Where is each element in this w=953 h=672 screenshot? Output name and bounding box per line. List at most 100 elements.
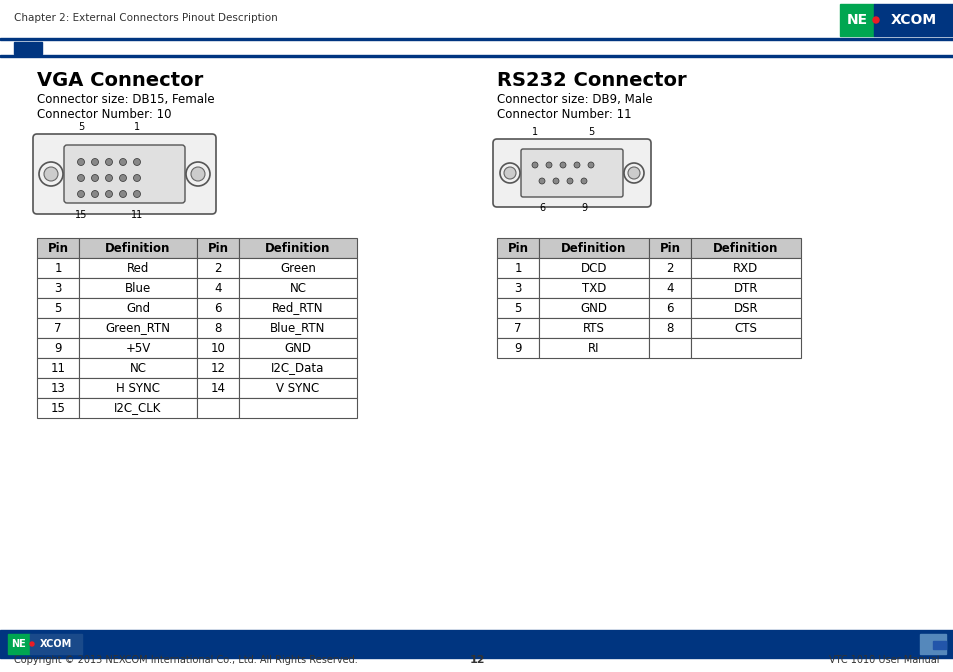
Circle shape (503, 167, 516, 179)
Bar (538, 238, 648, 258)
Text: GND: GND (284, 341, 312, 355)
Bar (79, 318, 196, 338)
Bar (30, 634, 82, 654)
Bar (538, 338, 648, 358)
Text: NE: NE (845, 13, 866, 27)
Text: DTR: DTR (733, 282, 758, 294)
Text: 14: 14 (211, 382, 225, 394)
Bar (79, 358, 196, 378)
Circle shape (44, 167, 58, 181)
Text: Definition: Definition (713, 241, 778, 255)
Circle shape (538, 178, 544, 184)
Bar (37, 318, 79, 338)
Text: Connector size: DB9, Male: Connector size: DB9, Male (497, 93, 652, 106)
Text: 1: 1 (133, 122, 140, 132)
Bar (37, 378, 79, 398)
Text: Definition: Definition (560, 241, 626, 255)
Bar (196, 378, 239, 398)
Circle shape (106, 159, 112, 165)
Bar (79, 378, 196, 398)
Text: 9: 9 (580, 203, 586, 213)
Text: 1: 1 (532, 127, 537, 137)
Bar (196, 338, 239, 358)
Bar (538, 278, 648, 298)
Text: XCOM: XCOM (890, 13, 936, 27)
Text: 10: 10 (211, 341, 225, 355)
Text: Connector Number: 11: Connector Number: 11 (497, 108, 631, 120)
Bar (239, 318, 356, 338)
Text: 5: 5 (587, 127, 594, 137)
Bar (538, 298, 648, 318)
Bar (37, 258, 79, 278)
Text: 5: 5 (514, 302, 521, 314)
Text: Pin: Pin (659, 241, 679, 255)
Text: Green: Green (280, 261, 315, 274)
Bar (497, 258, 538, 278)
Text: NC: NC (289, 282, 306, 294)
Circle shape (566, 178, 573, 184)
Text: Gnd: Gnd (126, 302, 150, 314)
Bar (690, 338, 801, 358)
Text: DCD: DCD (580, 261, 607, 274)
Text: VTC 1010 User Manual: VTC 1010 User Manual (828, 655, 939, 665)
Bar (8, 634, 30, 654)
Circle shape (532, 162, 537, 168)
Text: 9: 9 (54, 341, 62, 355)
Text: CTS: CTS (734, 321, 757, 335)
Text: Blue: Blue (125, 282, 151, 294)
Bar (497, 318, 538, 338)
Circle shape (186, 162, 210, 186)
Bar (919, 634, 945, 654)
Text: DSR: DSR (733, 302, 758, 314)
Text: 13: 13 (51, 382, 66, 394)
FancyBboxPatch shape (493, 139, 650, 207)
Circle shape (77, 175, 85, 181)
Text: VGA Connector: VGA Connector (37, 71, 203, 89)
Bar (79, 258, 196, 278)
Bar (538, 318, 648, 338)
Bar (239, 338, 356, 358)
Bar (196, 298, 239, 318)
Text: Blue_RTN: Blue_RTN (270, 321, 325, 335)
Bar (239, 238, 356, 258)
Circle shape (623, 163, 643, 183)
Bar (196, 318, 239, 338)
Circle shape (30, 642, 34, 646)
Bar (0, 38, 953, 40)
Text: Pin: Pin (507, 241, 528, 255)
Bar (196, 358, 239, 378)
Text: RTS: RTS (582, 321, 604, 335)
Text: 1: 1 (514, 261, 521, 274)
Text: Chapter 2: External Connectors Pinout Description: Chapter 2: External Connectors Pinout De… (14, 13, 277, 23)
Bar (497, 278, 538, 298)
Text: 8: 8 (214, 321, 221, 335)
Bar (79, 238, 196, 258)
Text: RXD: RXD (733, 261, 758, 274)
Circle shape (574, 162, 579, 168)
Text: Red: Red (127, 261, 149, 274)
Text: GND: GND (579, 302, 607, 314)
Bar (0, 55, 953, 56)
Text: 7: 7 (514, 321, 521, 335)
Bar (239, 378, 356, 398)
Text: 6: 6 (214, 302, 221, 314)
Circle shape (499, 163, 519, 183)
Text: 11: 11 (131, 210, 143, 220)
Bar (196, 398, 239, 418)
Bar (648, 278, 690, 298)
Bar (648, 298, 690, 318)
Circle shape (106, 175, 112, 181)
Bar (79, 278, 196, 298)
Text: Connector Number: 10: Connector Number: 10 (37, 108, 172, 120)
Circle shape (119, 190, 127, 198)
Bar (239, 258, 356, 278)
Circle shape (872, 17, 878, 23)
Bar (37, 278, 79, 298)
Text: Definition: Definition (105, 241, 171, 255)
Text: 15: 15 (51, 401, 66, 415)
Bar (239, 358, 356, 378)
Circle shape (587, 162, 594, 168)
Bar (79, 298, 196, 318)
Text: I2C_CLK: I2C_CLK (114, 401, 161, 415)
Text: 15: 15 (74, 210, 87, 220)
